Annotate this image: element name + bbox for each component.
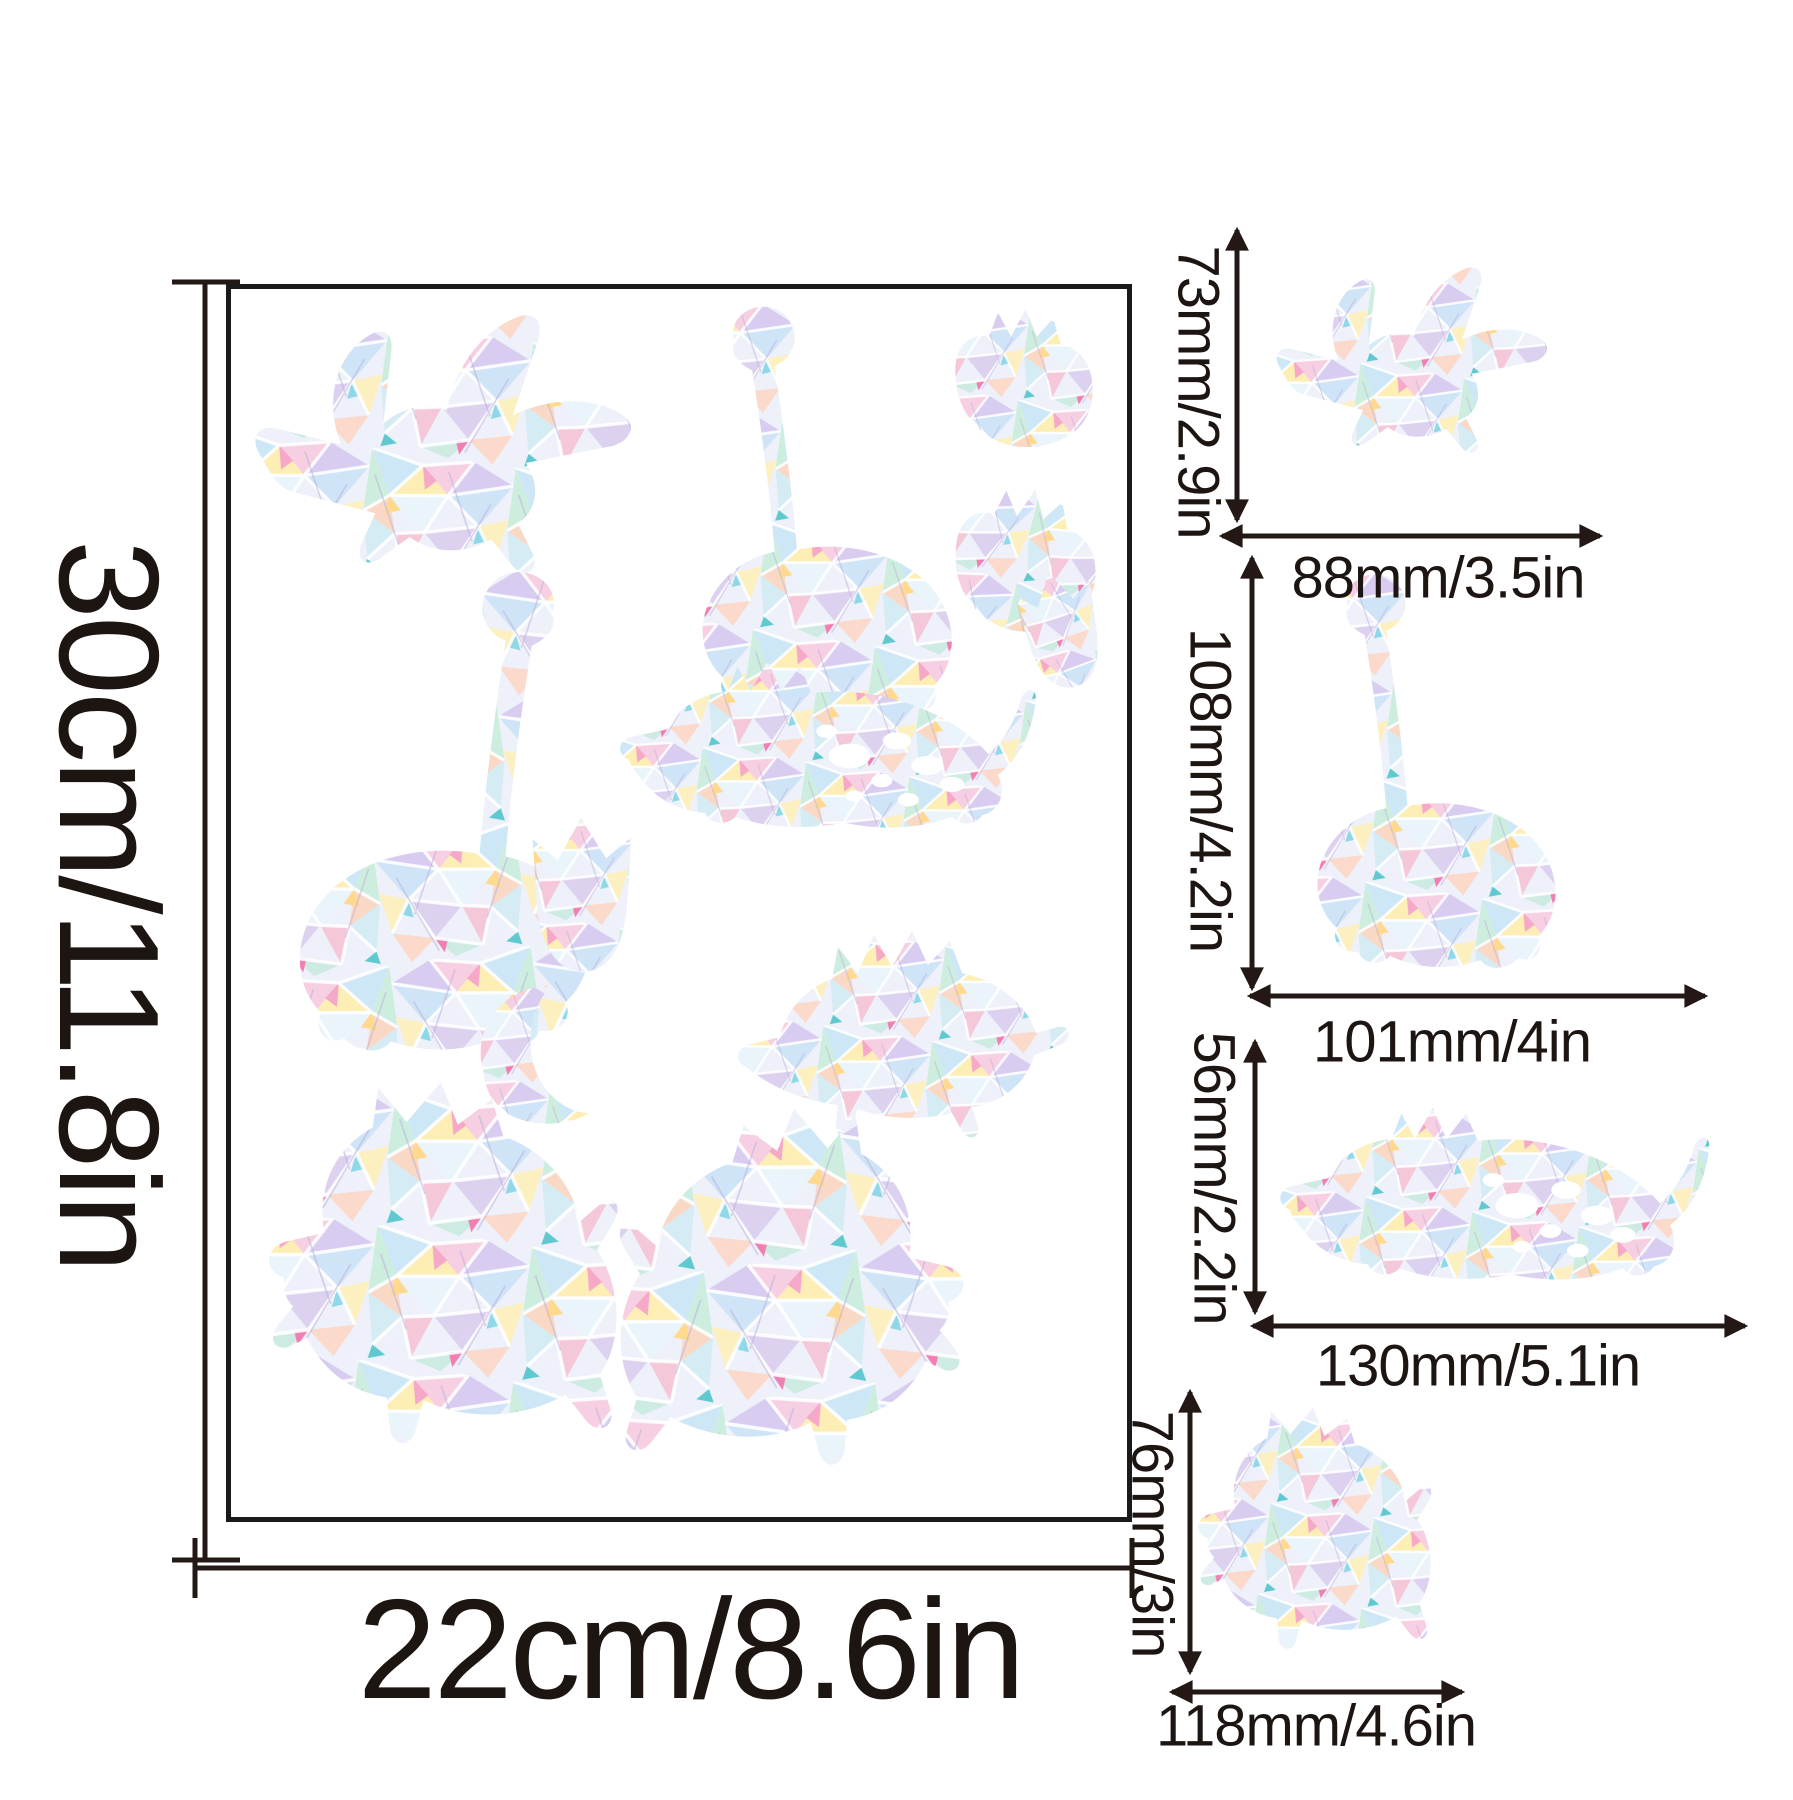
dimension-lines [172,226,1749,1704]
triceratops-width-label: 118mm/4.6in [1156,1693,1477,1759]
pterodactyl-width-label: 88mm/3.5in [1291,545,1585,611]
sheet-sticker-triceratops-left [268,1082,618,1443]
sheet-sticker-brachiosaurus-left [299,572,590,1051]
pterodactyl-height-label: 73mm/2.9in [1165,245,1231,539]
sheet-sticker-hatchling-egg [955,309,1093,448]
detail-sticker-triceratops [1198,1407,1432,1649]
brachiosaurus-height-label: 108mm/4.2in [1177,627,1243,953]
detail-sticker-pterodactyl [1276,267,1548,453]
sheet-width-label: 22cm/8.6in [357,1570,1026,1729]
sheet-height-label: 30cm/11.8in [29,539,188,1271]
sheet-height-dimension-line [172,279,240,1563]
brachiosaurus-width-label: 101mm/4in [1313,1009,1592,1075]
ankylosaurus-width-label: 130mm/5.1in [1315,1333,1641,1399]
sheet-width-dimension-line [192,1538,1135,1598]
sheet-sticker-pterodactyl [255,315,631,573]
sheet-sticker-stegosaurus [737,931,1069,1138]
triceratops-height-label: 76mm/3in [1119,1410,1185,1658]
sheet-sticker-brachiosaurus-top [702,306,952,720]
detail-sticker-ankylosaurus [1280,1107,1710,1280]
detail-sticker-brachiosaurus [1317,574,1556,968]
sheet-sticker-group [255,306,1111,1465]
ankylosaurus-height-label: 56mm/2.2in [1181,1031,1247,1325]
sheet-sticker-triceratops-right [619,1109,964,1465]
